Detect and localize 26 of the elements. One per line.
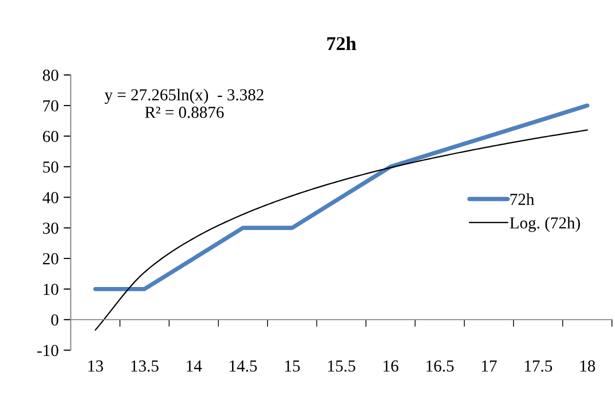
y-tick-label: 20: [42, 253, 58, 264]
x-tick-label: 16.5: [426, 360, 454, 372]
y-tick-label: 80: [42, 70, 58, 81]
y-tick-label: 50: [43, 161, 58, 173]
x-tick-label: 17: [482, 360, 497, 372]
annotation: y = 27.265ln(x) - 3.382 R² = 0.8876: [104, 88, 264, 118]
y-tick-label: -10: [37, 344, 58, 356]
y-tick-label: 40: [42, 192, 58, 204]
x-tick-label: 14: [186, 360, 202, 372]
x-tick-label: 13: [88, 360, 104, 372]
line-series: [93, 103, 590, 292]
y-tick-label: 70: [43, 100, 58, 112]
legend-label: 72h: [510, 193, 534, 205]
legend-label: Log. (72h): [510, 216, 580, 232]
x-tick-label: 16: [384, 360, 398, 372]
y-tick-label: 10: [44, 284, 58, 295]
x-tick-label: 15: [285, 360, 300, 372]
x-tick-label: 15.5: [328, 360, 356, 372]
y-tick-label: 60: [42, 130, 58, 142]
x-tick-label: 14.5: [230, 360, 257, 372]
chart-title: 72h: [327, 36, 356, 50]
x-tick-label: 17.5: [525, 360, 552, 372]
y-tick-label: 0: [51, 314, 58, 326]
x-tick-label: 18: [580, 360, 596, 372]
x-tick-label: 13.5: [131, 360, 158, 372]
y-tick-label: 30: [43, 222, 58, 234]
